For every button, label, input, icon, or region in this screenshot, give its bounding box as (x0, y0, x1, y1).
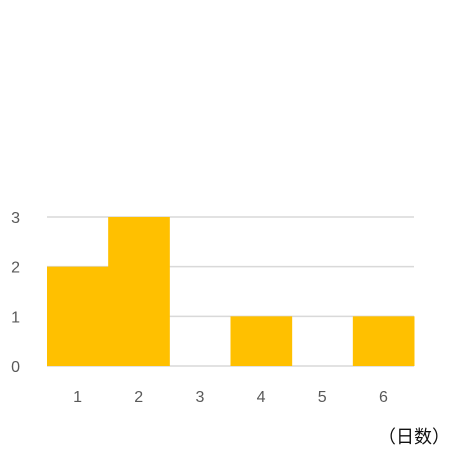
x-axis-unit-label: （日数） (378, 427, 450, 448)
x-tick-label: 2 (134, 389, 143, 406)
bar-6 (352, 316, 415, 366)
x-tick-label: 3 (195, 389, 204, 406)
bars (47, 217, 415, 366)
x-tick-label: 5 (318, 389, 327, 406)
x-axis-ticks: 1 2 3 4 5 6 (73, 389, 388, 406)
y-axis-ticks: 0 1 2 3 (11, 210, 20, 376)
y-tick-label: 3 (11, 210, 20, 227)
bar-1 (47, 266, 109, 366)
y-tick-label: 0 (11, 359, 20, 376)
x-tick-label: 6 (379, 389, 388, 406)
y-tick-label: 2 (11, 260, 20, 277)
bar-4 (230, 316, 293, 366)
x-tick-label: 4 (257, 389, 266, 406)
x-tick-label: 1 (73, 389, 82, 406)
y-tick-label: 1 (11, 309, 20, 326)
bar-2 (108, 217, 170, 366)
